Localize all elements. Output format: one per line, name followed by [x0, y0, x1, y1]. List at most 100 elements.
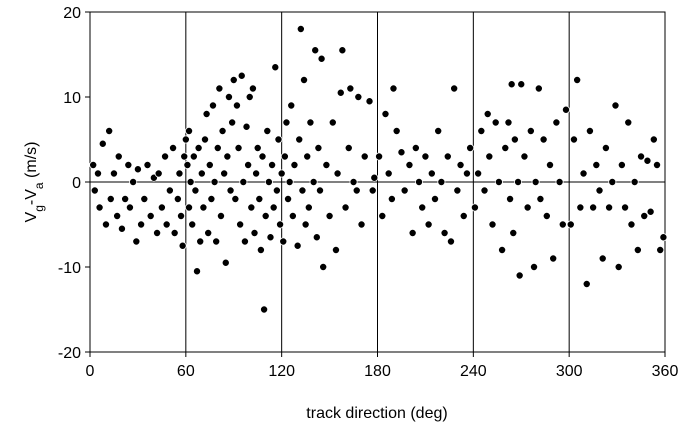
point — [617, 160, 626, 169]
y-axis-label: Vg-Va (m/s) — [23, 142, 46, 223]
point — [576, 203, 585, 212]
point — [300, 76, 309, 85]
point — [114, 152, 123, 161]
point — [153, 228, 162, 237]
point — [124, 160, 133, 169]
point — [333, 169, 342, 178]
point — [621, 203, 630, 212]
point — [450, 84, 459, 93]
point — [630, 177, 639, 186]
point — [213, 143, 222, 152]
point — [555, 177, 564, 186]
point — [236, 220, 245, 229]
point — [240, 237, 249, 246]
point — [204, 228, 213, 237]
point — [515, 271, 524, 280]
point — [614, 262, 623, 271]
point — [474, 169, 483, 178]
point — [640, 211, 649, 220]
point — [381, 110, 390, 119]
point — [199, 203, 208, 212]
point — [253, 143, 262, 152]
point — [157, 203, 166, 212]
point — [384, 169, 393, 178]
point — [427, 169, 436, 178]
point — [169, 143, 178, 152]
point — [400, 186, 409, 195]
point — [178, 241, 187, 250]
point — [170, 228, 179, 237]
point — [530, 262, 539, 271]
point — [197, 169, 206, 178]
point — [531, 177, 540, 186]
point — [312, 233, 321, 242]
point — [98, 139, 107, 148]
point — [346, 84, 355, 93]
point — [284, 194, 293, 203]
point — [274, 135, 283, 144]
point — [129, 177, 138, 186]
y-tick-label: 0 — [72, 175, 81, 192]
point — [311, 46, 320, 55]
plot-frame — [89, 11, 666, 353]
point — [228, 118, 237, 127]
point — [231, 194, 240, 203]
point — [421, 152, 430, 161]
point — [185, 203, 194, 212]
point — [546, 160, 555, 169]
point — [459, 211, 468, 220]
point — [360, 152, 369, 161]
point — [424, 220, 433, 229]
point — [256, 245, 265, 254]
point — [89, 160, 98, 169]
y-tick-label: -10 — [58, 260, 81, 277]
point — [106, 194, 115, 203]
point — [146, 211, 155, 220]
point — [248, 84, 257, 93]
point — [140, 194, 149, 203]
point — [480, 186, 489, 195]
point — [218, 127, 227, 136]
point — [325, 211, 334, 220]
point — [349, 177, 358, 186]
point — [258, 152, 267, 161]
point — [264, 177, 273, 186]
point — [252, 169, 261, 178]
point — [434, 127, 443, 136]
point — [193, 267, 202, 276]
point — [315, 186, 324, 195]
point — [520, 152, 529, 161]
point — [113, 211, 122, 220]
point — [319, 262, 328, 271]
point — [558, 220, 567, 229]
point — [589, 203, 598, 212]
point — [408, 228, 417, 237]
point — [510, 135, 519, 144]
point — [397, 148, 406, 157]
point — [188, 220, 197, 229]
point — [646, 207, 655, 216]
point — [354, 93, 363, 102]
point — [165, 186, 174, 195]
point — [365, 97, 374, 106]
point — [279, 237, 288, 246]
point — [296, 24, 305, 33]
point — [221, 258, 230, 267]
point — [207, 194, 216, 203]
point — [250, 228, 259, 237]
point — [216, 211, 225, 220]
point — [255, 194, 264, 203]
point — [237, 71, 246, 80]
point — [183, 160, 192, 169]
point — [595, 186, 604, 195]
point — [542, 211, 551, 220]
point — [317, 54, 326, 63]
y-tick-label: -20 — [58, 345, 81, 362]
point — [210, 177, 219, 186]
y-tick-label: 10 — [63, 90, 81, 107]
point — [477, 127, 486, 136]
x-tick-label: 120 — [268, 363, 295, 380]
point — [290, 160, 299, 169]
point — [261, 211, 270, 220]
point — [440, 228, 449, 237]
